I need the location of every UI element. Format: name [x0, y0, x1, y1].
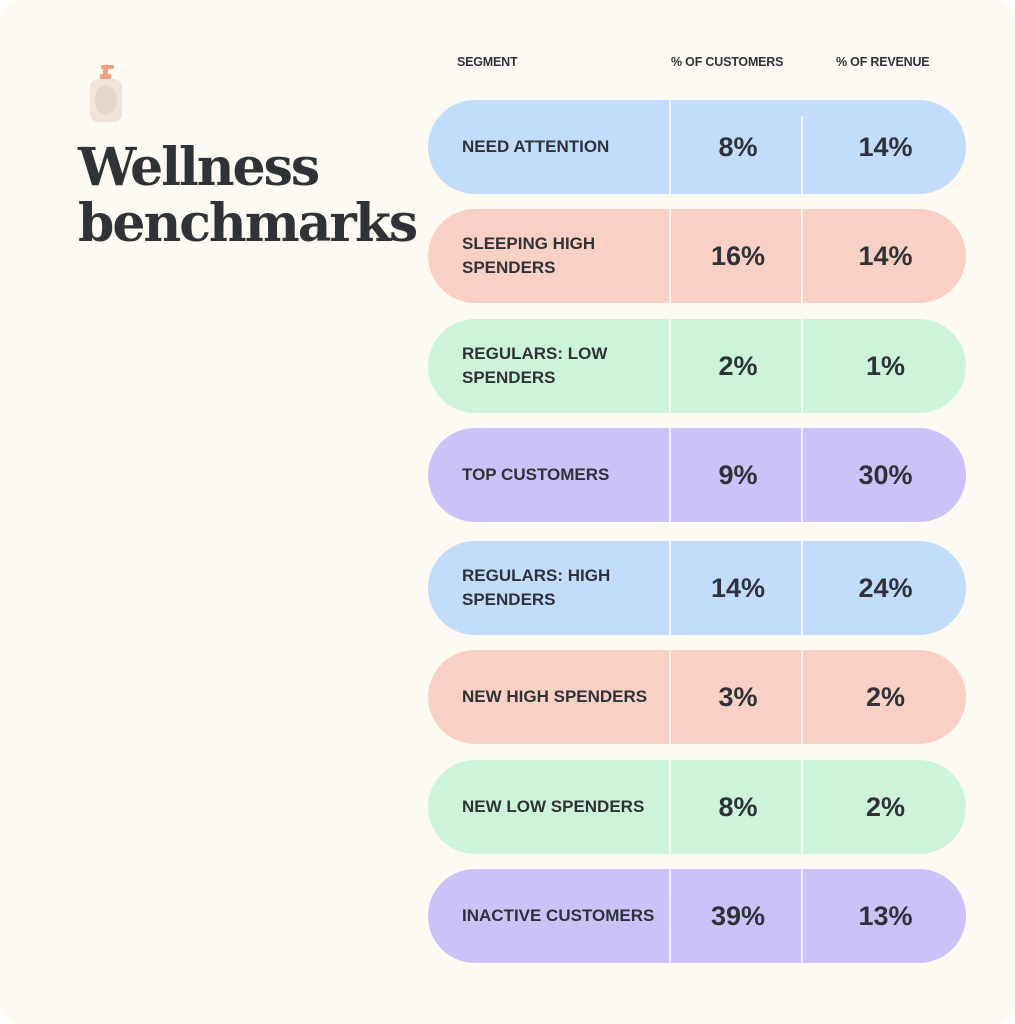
revenue-value: 30%: [858, 459, 913, 490]
customers-value: 9%: [718, 459, 758, 490]
column-divider: [801, 650, 803, 744]
table-row: SLEEPING HIGH SPENDERS 16% 14%: [428, 209, 966, 303]
segment-label: NEED ATTENTION: [462, 137, 610, 156]
revenue-value: 1%: [865, 350, 906, 381]
table-row: NEW HIGH SPENDERS 3% 2%: [428, 650, 966, 744]
segment-label: REGULARS: LOW SPENDERS: [462, 344, 608, 387]
segment-label: NEW HIGH SPENDERS: [462, 687, 648, 706]
column-divider: [669, 209, 671, 303]
column-divider: [801, 319, 803, 413]
header-segment: SEGMENT: [457, 55, 518, 69]
column-divider: [801, 869, 803, 963]
header-customers: % OF CUSTOMERS: [671, 55, 784, 69]
table-row: NEW LOW SPENDERS 8% 2%: [428, 760, 966, 854]
customers-value: 8%: [718, 791, 758, 822]
table-row: NEED ATTENTION 8% 14%: [428, 100, 966, 194]
column-divider: [801, 541, 803, 635]
column-divider: [801, 116, 803, 194]
column-divider: [669, 650, 671, 744]
column-divider: [669, 319, 671, 413]
table-row: REGULARS: HIGH SPENDERS 14% 24%: [428, 541, 966, 635]
column-divider: [669, 541, 671, 635]
column-divider: [801, 428, 803, 522]
column-divider: [801, 760, 803, 854]
table-row: REGULARS: LOW SPENDERS 2% 1%: [428, 319, 966, 413]
customers-value: 8%: [718, 131, 758, 162]
revenue-value: 2%: [865, 681, 906, 712]
customers-value: 16%: [710, 240, 766, 271]
header-revenue: % OF REVENUE: [836, 55, 930, 69]
segment-label: TOP CUSTOMERS: [462, 465, 610, 484]
segment-label: SLEEPING HIGH SPENDERS: [462, 234, 596, 277]
column-divider: [669, 100, 671, 194]
column-divider: [669, 760, 671, 854]
customers-value: 14%: [710, 572, 766, 603]
page-title: Wellness benchmarks: [78, 137, 418, 254]
revenue-value: 14%: [858, 131, 913, 162]
title-line-2: benchmarks: [78, 193, 418, 254]
revenue-value: 24%: [858, 572, 913, 603]
column-divider: [801, 209, 803, 303]
table-row: TOP CUSTOMERS 9% 30%: [428, 428, 966, 522]
segment-label: INACTIVE CUSTOMERS: [462, 906, 655, 925]
customers-value: 3%: [718, 681, 758, 712]
revenue-value: 2%: [865, 791, 906, 822]
revenue-value: 13%: [858, 900, 913, 931]
customers-value: 2%: [718, 350, 758, 381]
soap-bottle-icon: [90, 65, 122, 122]
column-divider: [669, 428, 671, 522]
column-divider: [669, 869, 671, 963]
segment-label: REGULARS: HIGH SPENDERS: [462, 566, 611, 609]
customers-value: 39%: [710, 900, 766, 931]
title-line-1: Wellness: [78, 137, 320, 198]
revenue-value: 14%: [858, 240, 913, 271]
table-row: INACTIVE CUSTOMERS 39% 13%: [428, 869, 966, 963]
segment-label: NEW LOW SPENDERS: [462, 797, 645, 816]
